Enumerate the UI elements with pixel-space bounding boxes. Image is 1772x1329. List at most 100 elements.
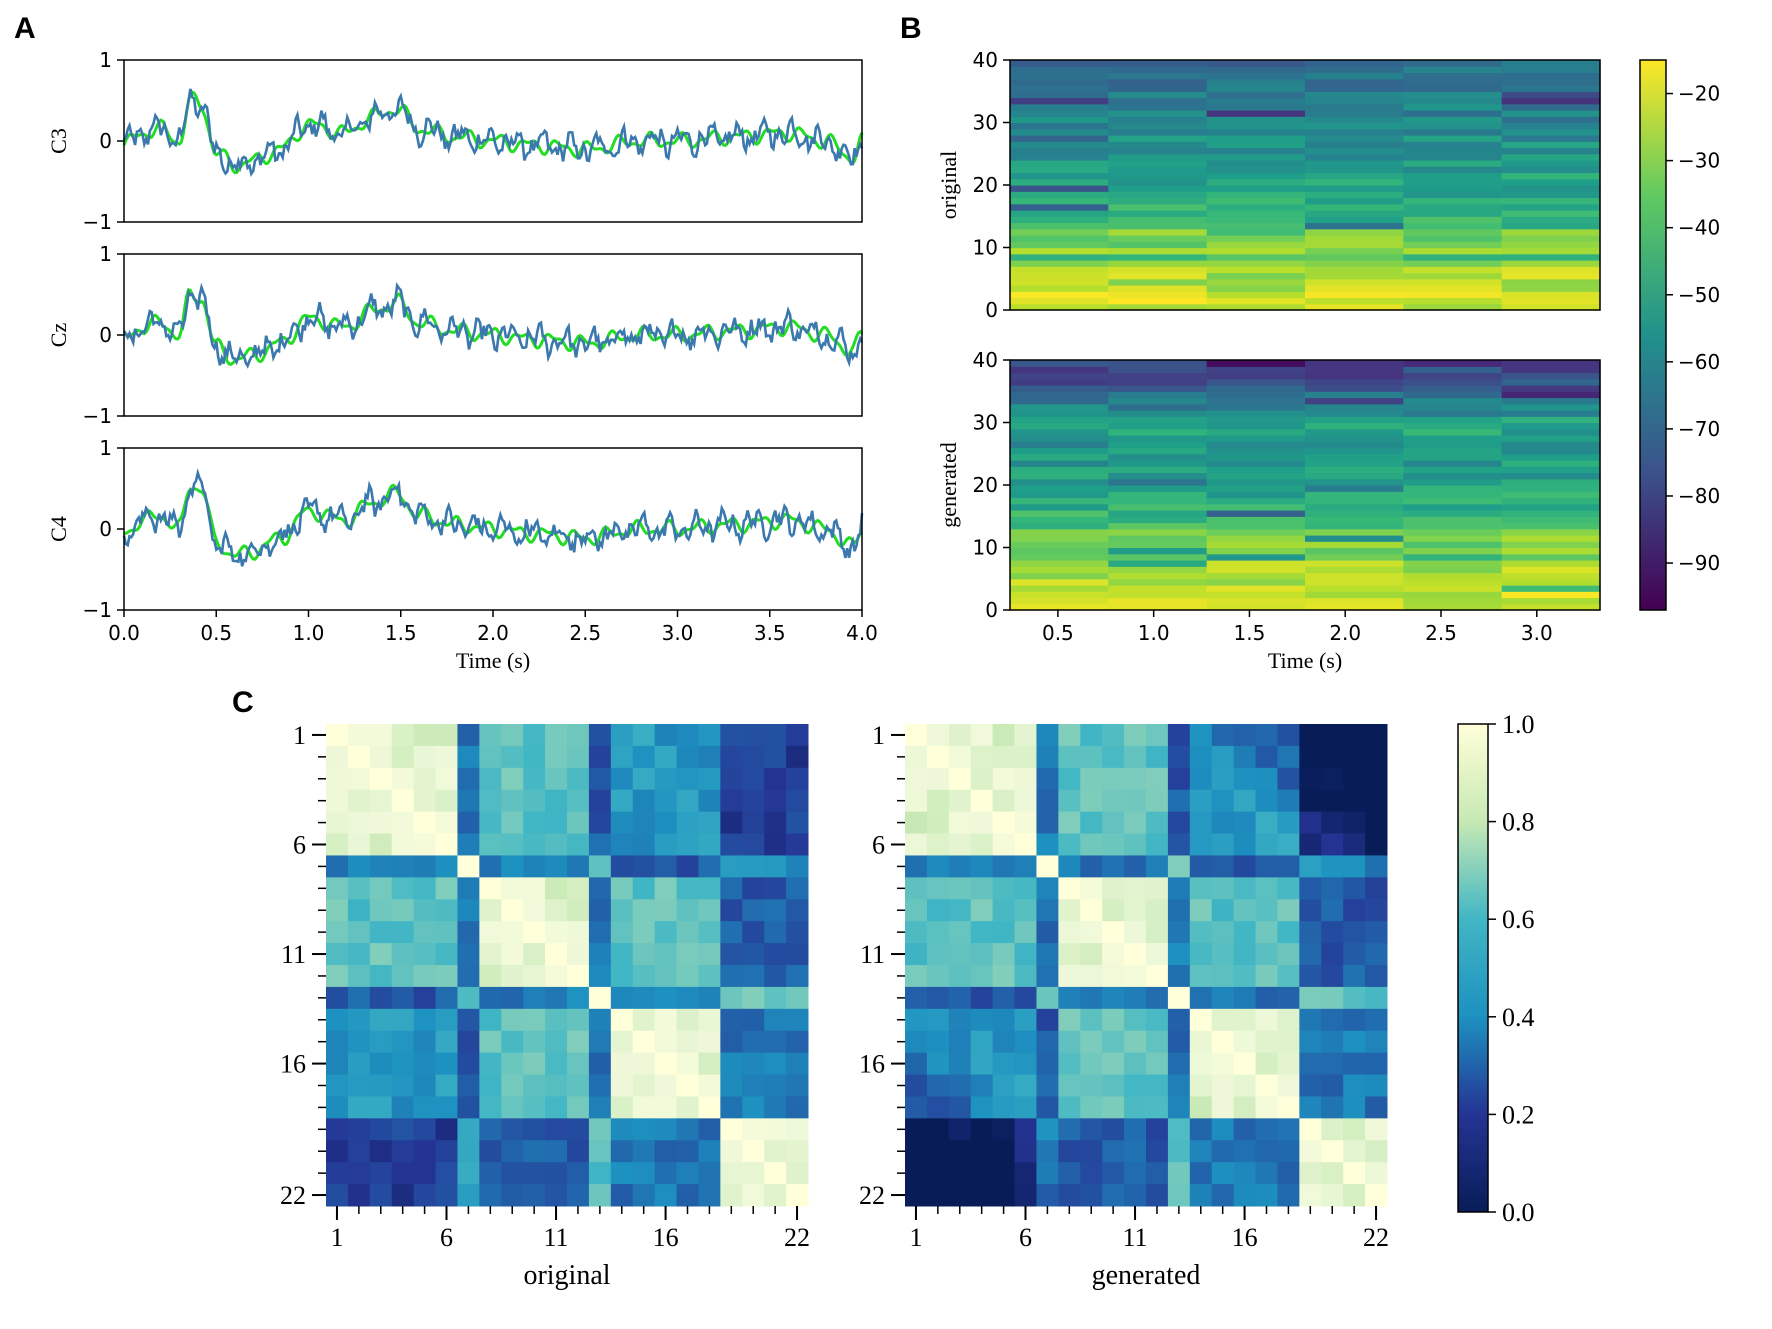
spectrogram-cell: [1108, 366, 1208, 374]
matrix-cell: [610, 1008, 634, 1032]
y-tick-label: 20: [973, 173, 998, 197]
matrix-cell: [742, 855, 765, 878]
spectrogram-cell: [1501, 135, 1601, 142]
matrix-cell: [1014, 1118, 1037, 1141]
matrix-cell: [786, 833, 809, 856]
matrix-cell: [1146, 855, 1169, 878]
y-tick-label: 16: [859, 1050, 885, 1079]
matrix-cell: [347, 789, 371, 813]
spectrogram-cell: [1206, 516, 1306, 524]
matrix-cell: [698, 1030, 721, 1054]
matrix-cell: [1189, 1052, 1213, 1076]
spectrogram-cell: [1010, 397, 1109, 405]
matrix-cell: [610, 855, 634, 878]
matrix-cell: [479, 1162, 502, 1185]
spectrogram-cell: [1206, 197, 1306, 205]
matrix-cell: [1321, 811, 1344, 835]
spectrogram-cell: [1010, 597, 1109, 605]
matrix-cell: [1211, 811, 1235, 835]
matrix-cell: [1080, 811, 1103, 835]
matrix-cell: [1365, 855, 1388, 878]
spectrogram-cell: [1108, 535, 1208, 542]
spectrogram-cell: [1305, 97, 1404, 105]
matrix-cell: [479, 1184, 502, 1207]
x-tick-label: 3.0: [1521, 621, 1553, 645]
matrix-cell: [1058, 1008, 1081, 1032]
matrix-cell: [1189, 1096, 1213, 1119]
spectrogram-cell: [1501, 216, 1601, 224]
matrix-cell: [588, 789, 612, 813]
matrix-cell: [764, 745, 787, 769]
matrix-cell: [632, 811, 656, 835]
spectrogram-cell: [1206, 266, 1306, 274]
spectrogram-cell: [1108, 391, 1208, 399]
matrix-cell: [764, 1184, 787, 1207]
spectrogram-cell: [1010, 603, 1109, 611]
matrix-cell: [1167, 986, 1191, 1010]
matrix-cell: [545, 1140, 568, 1163]
matrix-cell: [764, 921, 787, 944]
matrix-cell: [764, 789, 787, 813]
spectrogram-cell: [1010, 172, 1109, 180]
matrix-cell: [1321, 877, 1344, 900]
matrix-cell: [457, 1118, 480, 1141]
matrix-cell: [676, 789, 699, 813]
matrix-cell: [698, 811, 721, 835]
spectrogram-cell: [1305, 141, 1404, 149]
matrix-cell: [970, 1074, 994, 1097]
spectrogram-cell: [1206, 228, 1306, 236]
matrix-cell: [698, 1184, 721, 1207]
matrix-cell: [391, 1184, 415, 1207]
spectrogram-cell: [1501, 535, 1601, 542]
spectrogram-cell: [1010, 416, 1109, 424]
matrix-cell: [567, 833, 590, 856]
matrix-cell: [588, 1052, 612, 1076]
spectrogram-cell: [1108, 441, 1208, 449]
spectrogram-cell: [1403, 278, 1503, 286]
matrix-cell: [1080, 965, 1103, 988]
matrix-cell: [786, 745, 809, 769]
spectrogram-cell: [1206, 541, 1306, 549]
matrix-cell: [1036, 877, 1059, 900]
matrix-cell: [992, 1074, 1016, 1097]
matrix-cell: [1255, 811, 1278, 835]
matrix-cell: [698, 943, 721, 966]
matrix-cell: [1277, 789, 1300, 813]
matrix-cell: [1036, 1162, 1059, 1185]
matrix-cell: [676, 1184, 699, 1207]
spectrogram-cell: [1305, 585, 1404, 592]
matrix-cell: [347, 1030, 371, 1054]
matrix-cell: [905, 921, 928, 944]
matrix-cell: [1277, 1074, 1300, 1097]
spectrogram-cell: [1108, 410, 1208, 417]
matrix-cell: [948, 767, 972, 791]
matrix-cell: [676, 1162, 699, 1185]
spectrogram-cell: [1305, 522, 1404, 530]
matrix-cell: [1189, 833, 1213, 856]
matrix-cell: [970, 767, 994, 791]
matrix-cell: [1014, 1184, 1037, 1207]
matrix-cell: [1124, 745, 1147, 769]
matrix-cell: [1277, 1096, 1300, 1119]
matrix-cell: [545, 1184, 568, 1207]
panel-c-correlation-matrices: 1166111116162222original1166111116162222…: [280, 710, 1535, 1291]
spectrogram-cell: [1501, 566, 1601, 574]
spectrogram-cell: [1206, 85, 1306, 92]
spectrogram-cell: [1305, 366, 1404, 374]
panel-a-letter: A: [14, 12, 36, 45]
matrix-cell: [610, 767, 634, 791]
matrix-cell: [1146, 965, 1169, 988]
matrix-cell: [523, 1096, 546, 1119]
matrix-cell: [1167, 1118, 1191, 1141]
matrix-cell: [413, 767, 437, 791]
matrix-cell: [326, 789, 349, 813]
matrix-cell: [523, 965, 546, 988]
matrix-cell: [1343, 1162, 1366, 1185]
x-tick-label: 0.5: [1042, 621, 1074, 645]
matrix-cell: [1080, 1118, 1103, 1141]
spectrogram-cell: [1501, 91, 1601, 99]
matrix-cell: [457, 965, 480, 988]
matrix-cell: [1277, 943, 1300, 966]
colorbar-tick-label: 0.6: [1502, 905, 1535, 934]
matrix-cell: [1299, 724, 1322, 747]
